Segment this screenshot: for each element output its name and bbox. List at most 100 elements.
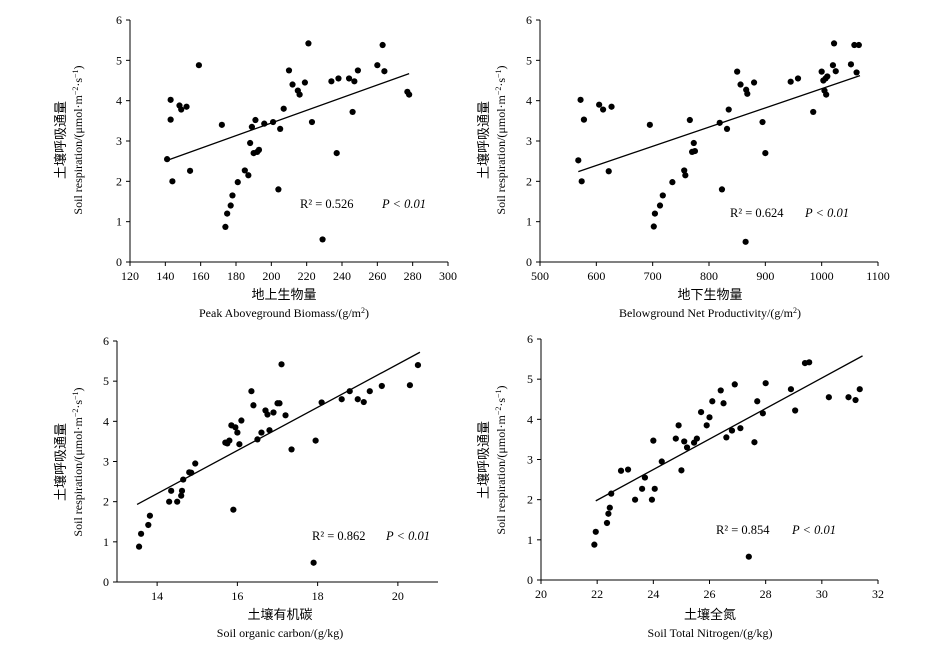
y-label-main: Soil respiration/(μmol·m [71, 94, 85, 214]
data-point [169, 178, 176, 185]
y-tick-label: 1 [116, 215, 122, 229]
data-point [264, 411, 271, 418]
data-point [751, 439, 758, 446]
data-point [678, 467, 685, 474]
data-point [762, 380, 769, 387]
x-tick-label: 20 [535, 587, 547, 601]
x-tick-label: 26 [704, 587, 716, 601]
data-point [575, 157, 582, 164]
y-tick-label: 5 [526, 53, 532, 67]
y-tick-label: 3 [103, 455, 109, 469]
data-point [145, 521, 152, 529]
x-tick-label: 280 [404, 269, 422, 283]
x-axis-label-sup: 2 [361, 306, 365, 315]
data-point [310, 559, 317, 566]
p-annotation: P < 0.01 [804, 206, 849, 220]
y-label-tail: ) [71, 387, 85, 391]
x-axis-label-cn: 地下生物量 [677, 288, 742, 303]
data-point [178, 492, 185, 499]
data-point [333, 150, 340, 157]
y-tick-label: 6 [116, 13, 122, 27]
x-tick-label: 18 [312, 589, 324, 603]
data-point [855, 41, 862, 49]
data-point [288, 446, 295, 453]
y-tick-label: 3 [116, 134, 122, 148]
y-label-mid: ·s [494, 398, 508, 407]
data-point [258, 429, 265, 436]
x-tick-label: 200 [262, 269, 280, 283]
y-label-tail: ) [71, 65, 85, 69]
data-point [824, 73, 831, 80]
y-label-tail: ) [494, 65, 508, 69]
data-point [308, 118, 316, 126]
data-point [717, 387, 724, 394]
data-point [754, 398, 761, 405]
data-point [823, 91, 830, 98]
data-point [167, 116, 174, 123]
x-axis-label-en: Soil Total Nitrogen/(g/kg) [648, 626, 773, 640]
x-tick-label: 14 [151, 589, 163, 603]
x-tick-label: 240 [333, 269, 351, 283]
data-point [851, 41, 858, 49]
data-point [832, 68, 839, 75]
data-point [639, 485, 646, 492]
x-tick-label: 22 [591, 587, 603, 601]
y-label-sup2: −1 [71, 391, 80, 400]
data-point [282, 412, 289, 419]
y-tick-label: 3 [526, 134, 532, 148]
y-tick-label: 2 [526, 174, 532, 188]
data-point [319, 236, 326, 243]
data-point [737, 81, 744, 88]
y-label-sup1: −2 [71, 87, 80, 96]
data-point [248, 123, 255, 130]
data-point [188, 469, 195, 476]
data-point [218, 121, 225, 128]
data-point [312, 437, 319, 444]
data-point [806, 359, 813, 366]
data-point [720, 400, 727, 407]
data-point [229, 192, 236, 199]
data-point [742, 238, 749, 245]
data-point [166, 498, 173, 505]
data-point [709, 398, 716, 405]
data-point [672, 435, 679, 442]
data-point [734, 68, 741, 75]
y-tick-label: 3 [527, 453, 533, 467]
data-point [744, 90, 751, 97]
data-point [845, 394, 852, 401]
data-point [787, 386, 795, 393]
data-point [608, 103, 615, 110]
y-axis-label-en: Soil respiration/(μmol·m−2·s−1) [494, 65, 509, 214]
data-point [183, 103, 190, 110]
data-point [847, 61, 855, 68]
data-point [354, 67, 361, 74]
data-point [248, 388, 255, 395]
y-tick-label: 4 [116, 94, 122, 108]
data-point [236, 441, 243, 448]
data-point [716, 119, 723, 126]
data-point [381, 68, 388, 75]
regression-line [136, 351, 421, 506]
y-tick-label: 4 [527, 412, 533, 426]
data-point [728, 427, 736, 434]
data-point [794, 75, 802, 82]
data-point [227, 202, 234, 209]
x-tick-label: 140 [156, 269, 174, 283]
data-point [195, 62, 202, 69]
data-point [606, 504, 613, 511]
data-point [675, 422, 682, 429]
data-point [276, 400, 283, 407]
data-point [164, 156, 171, 163]
data-point [596, 101, 603, 108]
data-point [723, 125, 731, 132]
x-axis-label-cn: 土壤全氮 [684, 607, 736, 623]
panel-aboveground-biomass: R² = 0.526 P < 0.01 地上生物量 Peak Abovegrou… [53, 13, 457, 320]
data-point [669, 179, 676, 186]
data-point [681, 167, 688, 174]
x-tick-label: 1100 [866, 269, 890, 283]
x-tick-label: 300 [439, 269, 457, 283]
r2-annotation: R² = 0.526 [300, 197, 354, 211]
data-point [691, 147, 699, 155]
y-tick-label: 0 [116, 255, 122, 269]
